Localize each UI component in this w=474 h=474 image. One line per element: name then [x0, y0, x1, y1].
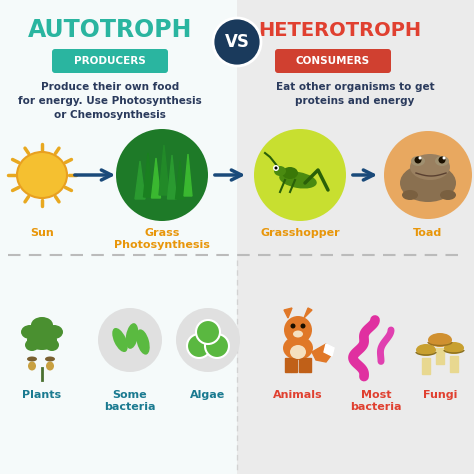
Text: Produce their own food
for energy. Use Photosynthesis
or Chemosynthesis: Produce their own food for energy. Use P…: [18, 82, 202, 120]
Ellipse shape: [416, 344, 436, 356]
Circle shape: [176, 308, 240, 372]
Circle shape: [301, 323, 306, 328]
Circle shape: [284, 316, 312, 344]
Circle shape: [443, 156, 446, 159]
Circle shape: [213, 18, 261, 66]
Ellipse shape: [444, 342, 464, 354]
Polygon shape: [184, 154, 192, 196]
Text: Algae: Algae: [191, 390, 226, 400]
Text: Toad: Toad: [413, 228, 443, 238]
Text: AUTOTROPH: AUTOTROPH: [28, 18, 192, 42]
Ellipse shape: [45, 325, 63, 339]
Ellipse shape: [25, 339, 39, 351]
Text: Animals: Animals: [273, 390, 323, 400]
Text: Eat other organisms to get
proteins and energy: Eat other organisms to get proteins and …: [276, 82, 434, 106]
Circle shape: [291, 323, 295, 328]
Circle shape: [273, 165, 279, 171]
Text: HETEROTROPH: HETEROTROPH: [258, 20, 421, 39]
FancyBboxPatch shape: [52, 49, 168, 73]
Ellipse shape: [414, 156, 421, 164]
Text: Plants: Plants: [22, 390, 62, 400]
Ellipse shape: [290, 345, 306, 359]
Ellipse shape: [282, 167, 298, 179]
Ellipse shape: [274, 166, 286, 176]
FancyBboxPatch shape: [275, 49, 391, 73]
Polygon shape: [299, 358, 305, 372]
Polygon shape: [436, 348, 444, 364]
Ellipse shape: [283, 336, 313, 360]
Text: Fungi: Fungi: [423, 390, 457, 400]
Polygon shape: [305, 358, 311, 372]
Polygon shape: [135, 161, 145, 199]
Text: Sun: Sun: [30, 228, 54, 238]
Polygon shape: [422, 358, 430, 374]
Bar: [237, 0, 474, 474]
Ellipse shape: [28, 362, 36, 371]
Polygon shape: [291, 358, 297, 372]
Circle shape: [205, 334, 229, 358]
Ellipse shape: [21, 325, 39, 339]
Circle shape: [384, 131, 472, 219]
Ellipse shape: [411, 156, 425, 166]
Circle shape: [116, 129, 208, 221]
Ellipse shape: [45, 339, 59, 351]
Circle shape: [187, 334, 211, 358]
Ellipse shape: [27, 330, 57, 350]
Text: Grasshopper: Grasshopper: [260, 228, 340, 238]
Ellipse shape: [440, 190, 456, 200]
Ellipse shape: [410, 154, 450, 180]
Text: VS: VS: [225, 33, 249, 51]
Circle shape: [254, 129, 346, 221]
Circle shape: [196, 320, 220, 344]
Polygon shape: [304, 308, 312, 318]
Text: CONSUMERS: CONSUMERS: [296, 56, 370, 66]
Ellipse shape: [435, 156, 449, 166]
Ellipse shape: [45, 356, 55, 362]
Ellipse shape: [279, 172, 317, 189]
Polygon shape: [159, 145, 169, 195]
Ellipse shape: [137, 329, 150, 355]
Circle shape: [98, 308, 162, 372]
Text: PRODUCERS: PRODUCERS: [74, 56, 146, 66]
Polygon shape: [450, 356, 458, 372]
Text: Most
bacteria: Most bacteria: [350, 390, 402, 412]
Circle shape: [274, 166, 277, 170]
Ellipse shape: [438, 156, 446, 164]
Ellipse shape: [46, 362, 54, 371]
Polygon shape: [175, 161, 184, 199]
Ellipse shape: [17, 152, 67, 198]
Bar: [0, 0, 237, 474]
Polygon shape: [144, 153, 153, 197]
Ellipse shape: [400, 164, 456, 202]
Ellipse shape: [27, 356, 37, 362]
Ellipse shape: [112, 328, 128, 352]
Ellipse shape: [31, 317, 53, 333]
Polygon shape: [152, 158, 161, 198]
Ellipse shape: [428, 333, 452, 347]
Ellipse shape: [402, 190, 418, 200]
Polygon shape: [285, 358, 291, 372]
Polygon shape: [312, 344, 332, 362]
Text: Some
bacteria: Some bacteria: [104, 390, 156, 412]
Polygon shape: [167, 155, 176, 199]
Polygon shape: [324, 344, 334, 356]
Ellipse shape: [293, 330, 303, 337]
Ellipse shape: [126, 323, 138, 349]
Text: Grass
Photosynthesis: Grass Photosynthesis: [114, 228, 210, 250]
Polygon shape: [284, 308, 292, 318]
Circle shape: [419, 156, 421, 159]
